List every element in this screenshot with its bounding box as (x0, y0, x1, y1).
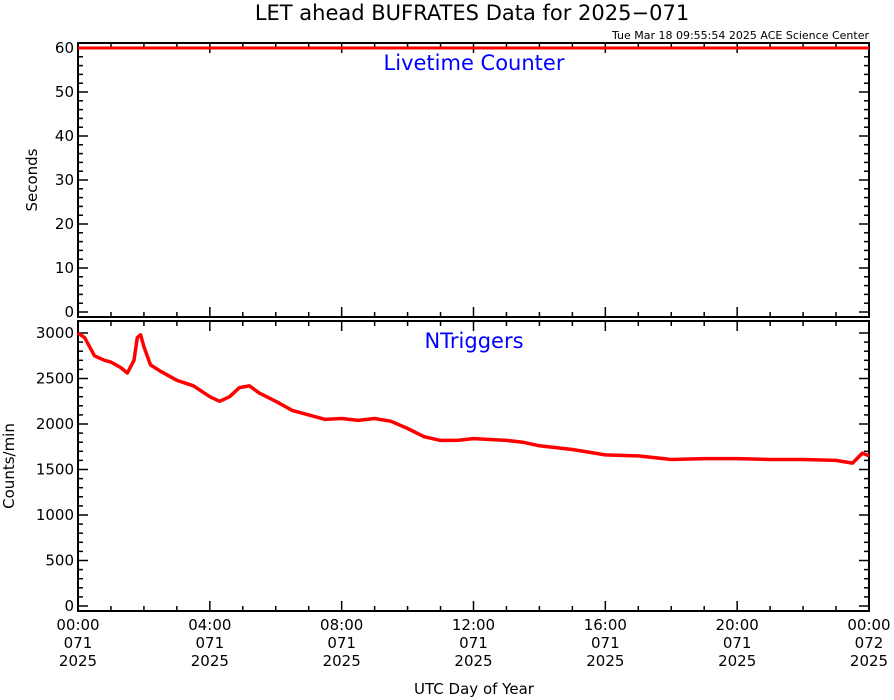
x-tick-label-year: 2025 (191, 652, 229, 670)
x-tick-label-time: 12:00 (452, 616, 495, 634)
plot-frame (77, 42, 870, 318)
y-tick-label: 500 (45, 552, 74, 570)
panel-1: 0 10 20 30 40 50 60 Seconds Livetime Counter (23, 39, 870, 321)
y-tick-label: 1000 (36, 506, 74, 524)
y-tick-label: 50 (55, 83, 74, 101)
x-tick-label-time: 16:00 (584, 616, 627, 634)
chart-title: LET ahead BUFRATES Data for 2025−071 (255, 1, 689, 25)
x-tick-label-doy: 071 (196, 634, 225, 652)
x-tick-label-time: 04:00 (188, 616, 231, 634)
y-tick-label: 2000 (36, 415, 74, 433)
x-tick-label-year: 2025 (718, 652, 756, 670)
y-tick-label: 10 (55, 259, 74, 277)
y-tick-label: 3000 (36, 324, 74, 342)
x-tick-label-year: 2025 (323, 652, 361, 670)
y-tick-label: 60 (55, 39, 74, 57)
x-tick-label-year: 2025 (454, 652, 492, 670)
x-tick-label-doy: 071 (459, 634, 488, 652)
panel-2: 0 500 1000 1500 2000 2500 3000 Counts/min NTrigg… (0, 320, 870, 615)
x-axis-label: UTC Day of Year (414, 680, 535, 698)
x-tick-label-doy: 071 (327, 634, 356, 652)
y-tick-label: 20 (55, 215, 74, 233)
y-tick-label: 2500 (36, 370, 74, 388)
chart-panels: 0 10 20 30 40 50 60 Seconds Livetime Counter 0 500… (0, 39, 891, 670)
series-line (76, 331, 870, 465)
y-tick-label: 0 (64, 597, 74, 615)
x-tick-label-year: 2025 (59, 652, 97, 670)
y-axis-label: Counts/min (0, 423, 18, 509)
panel-label: Livetime Counter (384, 51, 565, 75)
x-tick-label-time: 00:00 (847, 616, 890, 634)
x-tick-label-doy: 071 (591, 634, 620, 652)
x-tick-label-year: 2025 (586, 652, 624, 670)
x-tick-label-year: 2025 (850, 652, 888, 670)
y-tick-label: 40 (55, 127, 74, 145)
plot-frame (77, 320, 870, 612)
y-tick-label: 0 (64, 303, 74, 321)
x-tick-label-doy: 071 (64, 634, 93, 652)
x-tick-label-time: 20:00 (716, 616, 759, 634)
x-tick-labels: 00:00071202504:00071202508:00071202512:0… (56, 616, 890, 670)
x-tick-label-time: 00:00 (56, 616, 99, 634)
y-tick-label: 1500 (36, 461, 74, 479)
x-tick-label-doy: 072 (855, 634, 884, 652)
y-tick-label: 30 (55, 171, 74, 189)
x-tick-label-doy: 071 (723, 634, 752, 652)
x-tick-label-time: 08:00 (320, 616, 363, 634)
generation-timestamp: Tue Mar 18 09:55:54 2025 ACE Science Cen… (611, 29, 870, 42)
y-axis-label: Seconds (23, 148, 41, 211)
panel-label: NTriggers (424, 329, 523, 353)
